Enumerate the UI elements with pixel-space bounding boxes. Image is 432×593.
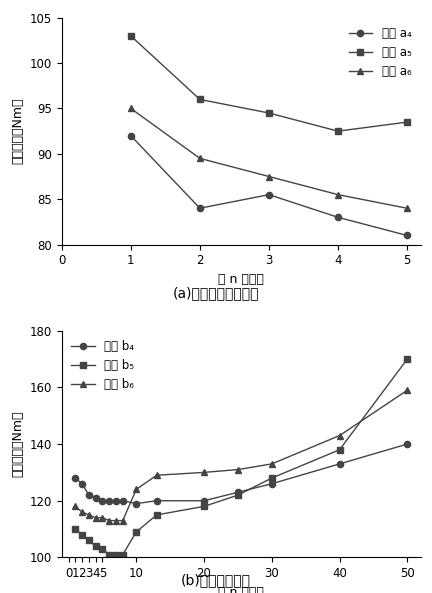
Y-axis label: 拧紧扔矩（Nm）: 拧紧扔矩（Nm） — [11, 98, 24, 164]
样件 b₆ — [107, 517, 112, 524]
Line: 样件 b₄: 样件 b₄ — [72, 441, 410, 506]
样件 a₅ — [267, 110, 272, 117]
样件 b₄ — [201, 497, 206, 504]
样件 b₅ — [113, 551, 118, 558]
样件 a₄ — [335, 213, 340, 221]
样件 b₅ — [405, 355, 410, 362]
样件 b₄ — [235, 489, 241, 496]
样件 b₅ — [154, 511, 159, 518]
样件 b₄ — [269, 480, 274, 487]
样件 b₄ — [79, 480, 85, 487]
Line: 样件 b₅: 样件 b₅ — [72, 356, 410, 557]
Legend: 样件 b₄, 样件 b₅, 样件 b₆: 样件 b₄, 样件 b₅, 样件 b₆ — [68, 337, 138, 394]
样件 b₆ — [86, 511, 92, 518]
样件 b₄ — [337, 460, 342, 467]
样件 b₅ — [134, 528, 139, 535]
Legend: 样件 a₄, 样件 a₅, 样件 a₆: 样件 a₄, 样件 a₅, 样件 a₆ — [345, 24, 415, 82]
样件 b₆ — [337, 432, 342, 439]
样件 b₄ — [73, 474, 78, 482]
Line: 样件 a₅: 样件 a₅ — [128, 33, 410, 134]
Line: 样件 a₆: 样件 a₆ — [128, 106, 410, 211]
样件 b₆ — [113, 517, 118, 524]
样件 a₆ — [267, 173, 272, 180]
Line: 样件 a₄: 样件 a₄ — [128, 133, 410, 238]
Line: 样件 b₆: 样件 b₆ — [72, 387, 410, 524]
样件 b₆ — [154, 471, 159, 479]
样件 a₆ — [128, 105, 133, 112]
样件 b₆ — [235, 466, 241, 473]
样件 b₅ — [235, 492, 241, 499]
X-axis label: 第 n 次拧紧: 第 n 次拧紧 — [219, 273, 264, 286]
样件 b₅ — [93, 543, 98, 550]
样件 b₆ — [405, 387, 410, 394]
样件 b₄ — [154, 497, 159, 504]
样件 b₅ — [100, 546, 105, 553]
样件 b₄ — [120, 497, 125, 504]
样件 a₄ — [404, 232, 410, 239]
Text: (a)压扁收口自锁螺母: (a)压扁收口自锁螺母 — [173, 286, 259, 301]
样件 a₄ — [197, 205, 203, 212]
样件 a₅ — [335, 127, 340, 135]
样件 a₆ — [335, 191, 340, 198]
样件 b₅ — [79, 531, 85, 538]
样件 b₄ — [113, 497, 118, 504]
样件 a₆ — [197, 155, 203, 162]
样件 b₅ — [86, 537, 92, 544]
样件 b₆ — [100, 514, 105, 521]
样件 b₆ — [120, 517, 125, 524]
Text: (b)尼龙自锁螺母: (b)尼龙自锁螺母 — [181, 573, 251, 587]
样件 b₄ — [86, 492, 92, 499]
样件 b₆ — [73, 503, 78, 510]
Y-axis label: 拧紧扔矩（Nm）: 拧紧扔矩（Nm） — [11, 411, 24, 477]
样件 a₅ — [197, 96, 203, 103]
样件 b₅ — [201, 503, 206, 510]
样件 b₆ — [93, 514, 98, 521]
样件 b₅ — [107, 551, 112, 558]
样件 b₄ — [100, 497, 105, 504]
样件 a₅ — [128, 33, 133, 40]
样件 b₆ — [79, 509, 85, 516]
样件 b₆ — [134, 486, 139, 493]
样件 a₆ — [404, 205, 410, 212]
样件 b₄ — [134, 500, 139, 507]
样件 b₅ — [120, 551, 125, 558]
样件 b₆ — [269, 460, 274, 467]
样件 b₄ — [405, 441, 410, 448]
样件 b₅ — [73, 525, 78, 533]
样件 b₆ — [201, 469, 206, 476]
样件 b₄ — [107, 497, 112, 504]
X-axis label: 第 n 次拧紧: 第 n 次拧紧 — [219, 586, 264, 593]
样件 b₄ — [93, 495, 98, 502]
样件 a₄ — [128, 132, 133, 139]
样件 a₅ — [404, 119, 410, 126]
样件 b₅ — [269, 474, 274, 482]
样件 b₅ — [337, 446, 342, 453]
样件 a₄ — [267, 191, 272, 198]
